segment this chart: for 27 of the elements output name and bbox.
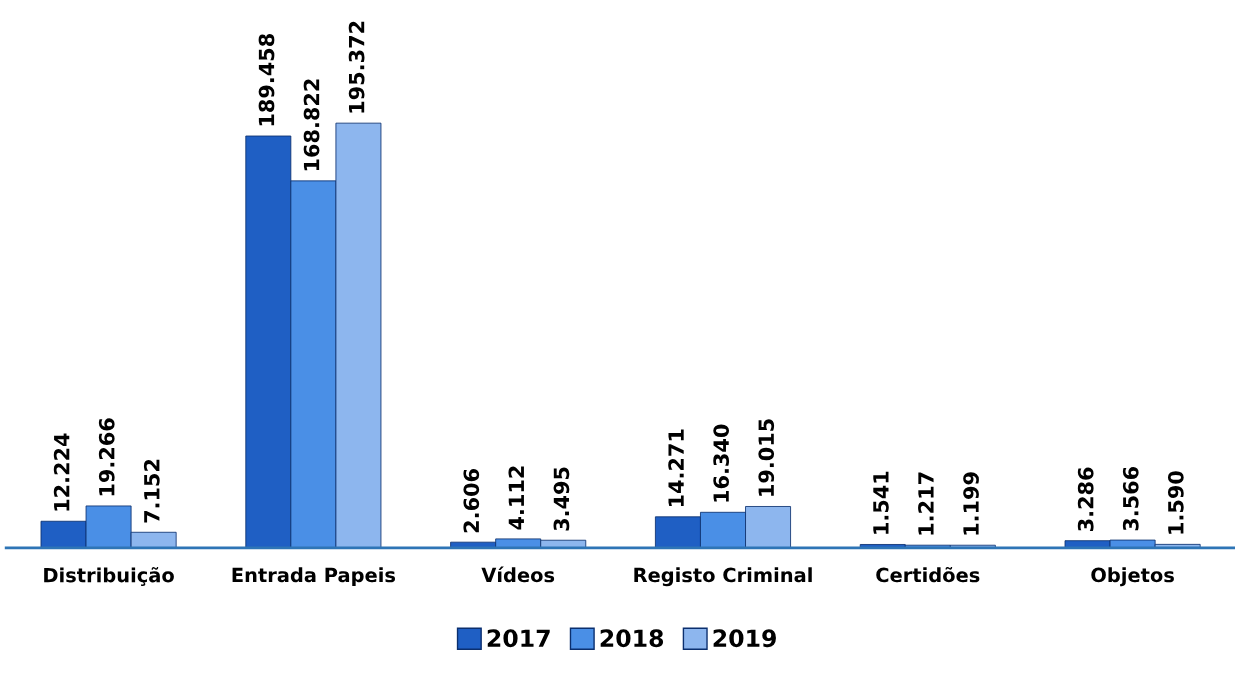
legend-label: 2017 — [487, 629, 550, 648]
data-label: 3.286 — [1077, 467, 1094, 531]
data-label: 1.590 — [1167, 471, 1184, 534]
x-tick-label: Distribuição — [44, 567, 174, 586]
data-label: 2.606 — [463, 469, 480, 533]
legend-label: 2019 — [713, 629, 776, 648]
data-label: 4.112 — [508, 466, 524, 530]
x-tick-label: Entrada Papeis — [232, 567, 396, 587]
data-label: 19.015 — [758, 419, 775, 496]
data-label: 3.566 — [1122, 466, 1139, 531]
x-tick-label: Registo Criminal — [634, 567, 812, 587]
data-label: 1.541 — [873, 471, 889, 534]
data-label: 1.217 — [918, 472, 934, 535]
data-label: 195.372 — [348, 21, 365, 113]
data-label: 12.224 — [53, 433, 70, 511]
legend-label: 2018 — [600, 629, 664, 648]
x-tick-label: Vídeos — [481, 566, 555, 583]
data-label: 189.458 — [258, 34, 275, 126]
data-label: 19.266 — [98, 418, 115, 496]
data-label: 3.495 — [553, 467, 570, 531]
data-label: 7.152 — [143, 459, 160, 523]
data-label: 168.822 — [303, 79, 320, 171]
x-tick-label: Certidões — [876, 566, 980, 583]
data-label: 14.271 — [668, 429, 684, 507]
x-tick-label: Objetos — [1091, 567, 1174, 587]
data-label: 16.340 — [713, 424, 730, 502]
data-label: 1.199 — [963, 472, 979, 535]
